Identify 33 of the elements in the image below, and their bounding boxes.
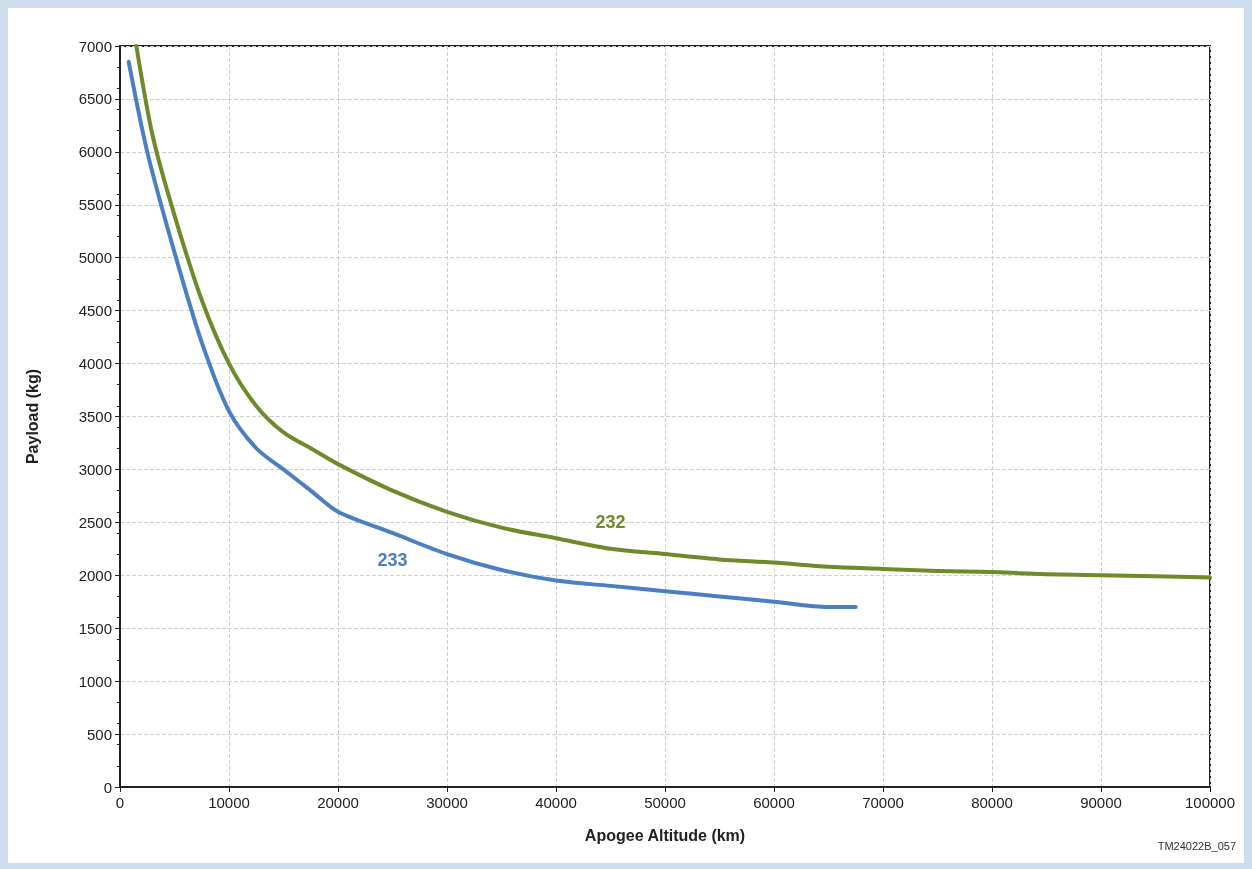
y-tick-label: 2000: [78, 566, 112, 584]
text: TM24022B_057: [1157, 839, 1236, 852]
y-tick-label: 1000: [78, 672, 112, 690]
x-tick-label: 10000: [208, 794, 250, 811]
y-tick-label: 2500: [78, 513, 112, 531]
x-tick-label: 40000: [535, 794, 577, 811]
y-tick-label: 5500: [78, 196, 112, 214]
y-tick-label: 4500: [78, 302, 112, 320]
y-tick-label: 0: [103, 778, 112, 796]
series-label: 233: [377, 549, 408, 570]
x-tick-label: 20000: [317, 794, 359, 811]
x-tick-label: 0: [115, 794, 125, 811]
x-tick-label: 50000: [644, 794, 686, 811]
y-axis-title: Payload (kg): [23, 368, 41, 465]
y-tick-label: 4000: [78, 355, 112, 373]
y-tick-label: 6500: [78, 90, 112, 108]
line-series: [126, 59, 858, 610]
y-tick-label: 5000: [78, 249, 112, 267]
y-tick-label: 500: [86, 725, 112, 743]
line-series: [134, 44, 1212, 580]
y-tick-label: 1500: [78, 619, 112, 637]
y-tick-label: 3500: [78, 408, 112, 425]
y-tick-label: 7000: [78, 37, 112, 55]
x-tick-label: 100000: [1184, 794, 1236, 811]
series-label: 232: [595, 511, 626, 532]
y-tick-label: 6000: [78, 143, 112, 161]
x-tick-label: 60000: [753, 794, 795, 811]
x-axis-title: Apogee Altitude (km): [584, 826, 746, 844]
x-tick-label: 70000: [862, 794, 904, 811]
x-tick-label: 30000: [426, 794, 468, 811]
x-tick-label: 80000: [971, 794, 1013, 811]
x-tick-label: 90000: [1080, 794, 1122, 811]
y-tick-label: 3000: [78, 460, 112, 478]
